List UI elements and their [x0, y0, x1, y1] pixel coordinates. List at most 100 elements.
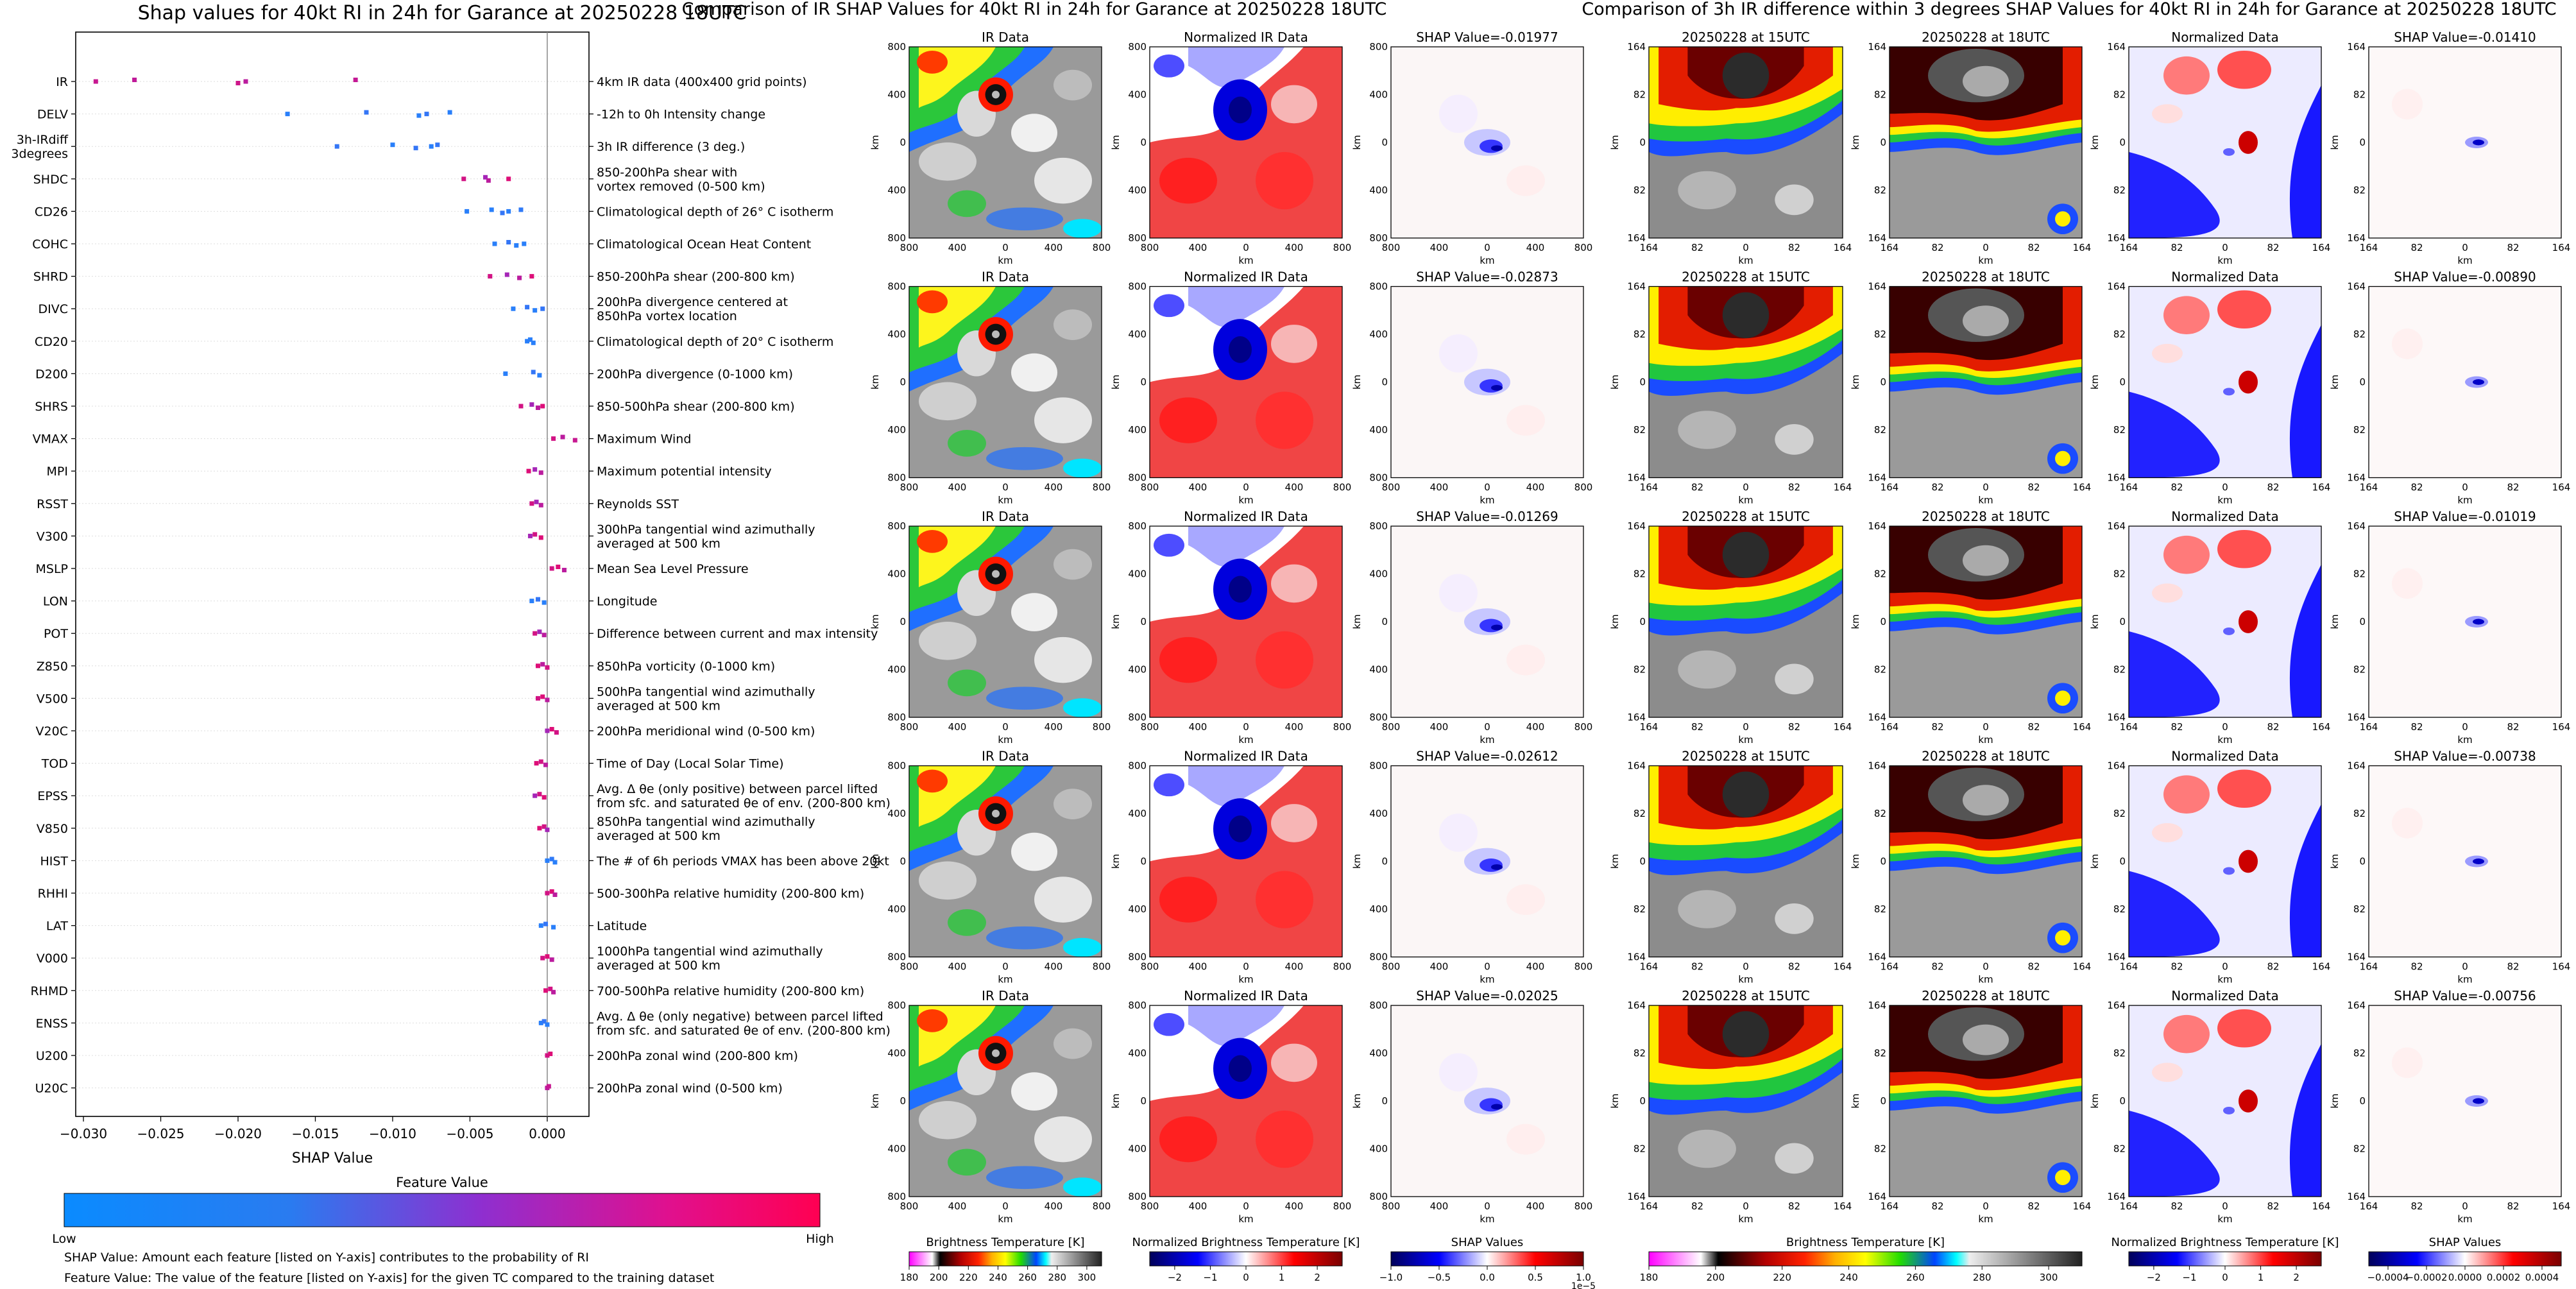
x-tick-label: 164: [2312, 242, 2331, 253]
y-tick-label: 82: [2113, 664, 2126, 676]
feature-description: Climatological depth of 20° C isotherm: [597, 335, 833, 349]
y-tick-label: 400: [1128, 808, 1147, 819]
y-tick-label: 82: [2353, 568, 2366, 580]
x-tick-label: 82: [2410, 242, 2423, 253]
feature-row: D200 200hPa divergence (0-1000 km): [35, 367, 793, 381]
x-tick-label: 800: [1333, 961, 1352, 973]
y-tick-label: 82: [2353, 903, 2366, 915]
panel-title: 20250228 at 18UTC: [1922, 509, 2050, 524]
x-tick-label: 82: [2027, 242, 2040, 253]
y-tick-label: 800: [1369, 472, 1388, 484]
shap-point: [353, 78, 358, 82]
ir-colorbars: Brightness Temperature [K] 180 200 220 240 26…: [900, 1236, 1596, 1289]
shap-point: [561, 568, 567, 572]
shap-point: [527, 533, 533, 538]
y-tick-label: 400: [887, 329, 906, 340]
map-panel: SHAP Value=-0.02873800800400400004004008…: [1351, 269, 1592, 506]
y-tick-label: 0: [2359, 856, 2366, 867]
feature-description: Reynolds SST: [597, 497, 679, 511]
shap-point: [483, 175, 488, 180]
x-tick-label: 164: [2552, 482, 2571, 493]
feature-row: SHRS 850-500hPa shear (200-800 km): [35, 400, 794, 414]
x-tick-label: 164: [2552, 961, 2571, 973]
colorbar-multiplier: 1e−5: [1571, 1281, 1596, 1289]
y-tick-label: 0: [1381, 137, 1388, 148]
colorbar-tick-label: 280: [1048, 1272, 1066, 1283]
x-tick-label: 400: [1526, 242, 1545, 253]
x-tick-label: 82: [2410, 482, 2423, 493]
feature-description: Longitude: [597, 595, 658, 609]
x-tick-label: 0: [1243, 482, 1249, 493]
shap-point: [545, 827, 550, 832]
y-tick-label: 400: [1128, 903, 1147, 915]
map-image: [2368, 286, 2562, 479]
shap-point: [535, 405, 540, 410]
colorbar: Brightness Temperature [K] 180 200 220 240 26…: [900, 1236, 1102, 1283]
y-tick-label: 164: [1627, 232, 1646, 244]
feature-label: LON: [43, 595, 68, 609]
shap-point: [492, 241, 497, 246]
x-tick-label: 82: [2410, 721, 2423, 733]
feature-row: TOD Time of Day (Local Solar Time): [41, 757, 784, 771]
x-tick-label: 0: [1983, 961, 1989, 973]
shap-point: [548, 986, 553, 991]
x-tick-label: −0.030: [60, 1126, 107, 1141]
feature-row: EPSS Avg. Δ θe (only positive) between pa…: [37, 782, 891, 810]
panel-title: Normalized IR Data: [1184, 988, 1308, 1003]
y-tick-label: 82: [1874, 185, 1886, 196]
y-axis-label: km: [1110, 1093, 1122, 1108]
map-panel: Normalized Data1641648282008282164164kmk…: [2089, 509, 2330, 746]
ir-shap-comparison: Comparison of IR SHAP Values for 40kt RI…: [682, 0, 1596, 1289]
colorbar-tick-label: 260: [1018, 1272, 1037, 1283]
x-tick-label: 800: [900, 961, 919, 973]
panel-title: Normalized Data: [2171, 509, 2279, 524]
x-tick-label: 82: [1691, 482, 1703, 493]
y-tick-label: 82: [2113, 903, 2126, 915]
feature-description: Climatological depth of 26° C isotherm: [597, 205, 833, 219]
y-tick-label: 400: [887, 903, 906, 915]
map-image: [2368, 46, 2562, 239]
shap-point: [533, 793, 538, 798]
shap-point: [537, 629, 542, 635]
shap-point: [540, 404, 545, 409]
panel-title: 20250228 at 15UTC: [1682, 988, 1810, 1003]
feature-label: CD26: [35, 205, 68, 219]
y-tick-label: 400: [1128, 185, 1147, 196]
colorbar-tick-label: −1.0: [1379, 1272, 1403, 1283]
x-tick-label: 82: [1931, 721, 1943, 733]
y-tick-label: 0: [900, 616, 906, 627]
x-tick-label: 400: [1189, 242, 1207, 253]
x-tick-label: 0: [1002, 721, 1009, 733]
y-axis-label: km: [2329, 614, 2341, 629]
shap-point: [364, 110, 369, 115]
feature-row: LON Longitude: [43, 595, 658, 609]
y-tick-label: 0: [900, 377, 906, 388]
feature-description: 500-300hPa relative humidity (200-800 km…: [597, 887, 864, 901]
feature-description: Avg. Δ θe (only positive) between parcel…: [597, 782, 891, 810]
x-tick-label: 164: [1881, 1200, 1899, 1212]
x-tick-label: 800: [1382, 721, 1401, 733]
x-tick-label: 800: [1333, 482, 1352, 493]
x-axis-label: km: [1480, 1213, 1494, 1225]
x-tick-label: 800: [1141, 721, 1159, 733]
panel-title: 20250228 at 15UTC: [1682, 30, 1810, 45]
x-tick-label: 800: [1382, 242, 1401, 253]
x-tick-label: 400: [1045, 482, 1063, 493]
colorbar-tick-label: 2: [1314, 1272, 1320, 1283]
colorbar: Brightness Temperature [K] 180 200 220 240 26…: [1640, 1236, 2083, 1283]
feature-description: 200hPa zonal wind (0-500 km): [597, 1082, 783, 1096]
x-tick-label: 82: [2507, 242, 2519, 253]
x-tick-label: 0: [1484, 961, 1490, 973]
panel-title: SHAP Value=-0.01269: [1416, 509, 1558, 524]
y-tick-label: 800: [1369, 1191, 1388, 1202]
y-axis-label: km: [1110, 135, 1122, 149]
y-tick-label: 82: [2353, 424, 2366, 436]
y-tick-label: 400: [1369, 568, 1388, 580]
feature-label: DIVC: [38, 302, 69, 316]
y-tick-label: 82: [2353, 664, 2366, 676]
y-tick-label: 800: [887, 232, 906, 244]
y-tick-label: 164: [1627, 520, 1646, 532]
panel-title: Normalized Data: [2171, 269, 2279, 285]
beeswarm-rows: IR 4km IR data (400x400 grid points) DELV -…: [11, 75, 891, 1096]
